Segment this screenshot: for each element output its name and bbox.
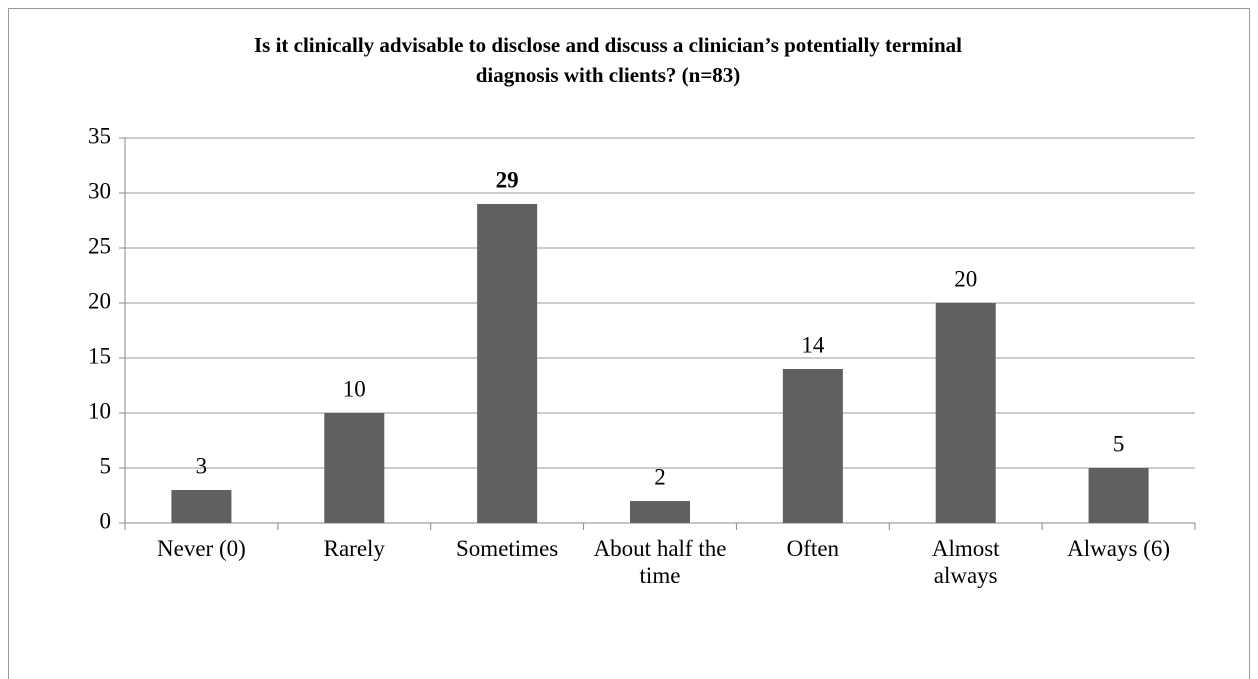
- x-tick-label: Rarely: [323, 536, 385, 561]
- bar: [1088, 468, 1149, 523]
- title-box: Is it clinically advisable to disclose a…: [253, 33, 963, 87]
- x-tick-label: Never (0): [157, 536, 246, 561]
- data-label: 10: [343, 376, 366, 401]
- data-label: 29: [496, 167, 519, 192]
- data-label: 14: [801, 332, 825, 357]
- x-tick-label: Sometimes: [456, 536, 559, 561]
- y-tick-label: 5: [100, 453, 112, 478]
- y-tick-label: 0: [100, 508, 112, 533]
- y-tick-label: 15: [88, 343, 111, 368]
- bar: [171, 490, 232, 523]
- y-tick-label: 20: [88, 288, 111, 313]
- x-tick-label: Often: [786, 536, 840, 561]
- bar: [477, 204, 538, 523]
- bar: [324, 413, 385, 523]
- bar: [782, 369, 843, 523]
- x-tick-label: Always (6): [1067, 536, 1170, 561]
- data-label: 5: [1113, 431, 1125, 456]
- bar: [630, 501, 690, 523]
- x-tick-label: About half the time: [593, 536, 727, 588]
- y-tick-label: 35: [88, 123, 111, 148]
- data-label: 2: [654, 464, 666, 489]
- chart-frame: [8, 8, 1250, 679]
- chart-title: Is it clinically advisable to disclose a…: [253, 33, 963, 87]
- y-tick-label: 30: [88, 178, 111, 203]
- y-tick-label: 25: [88, 233, 111, 258]
- data-label: 3: [196, 453, 208, 478]
- bar: [935, 303, 996, 523]
- data-label: 20: [954, 266, 977, 291]
- y-tick-label: 10: [88, 398, 111, 423]
- x-tick-label: Almost always: [931, 536, 1000, 588]
